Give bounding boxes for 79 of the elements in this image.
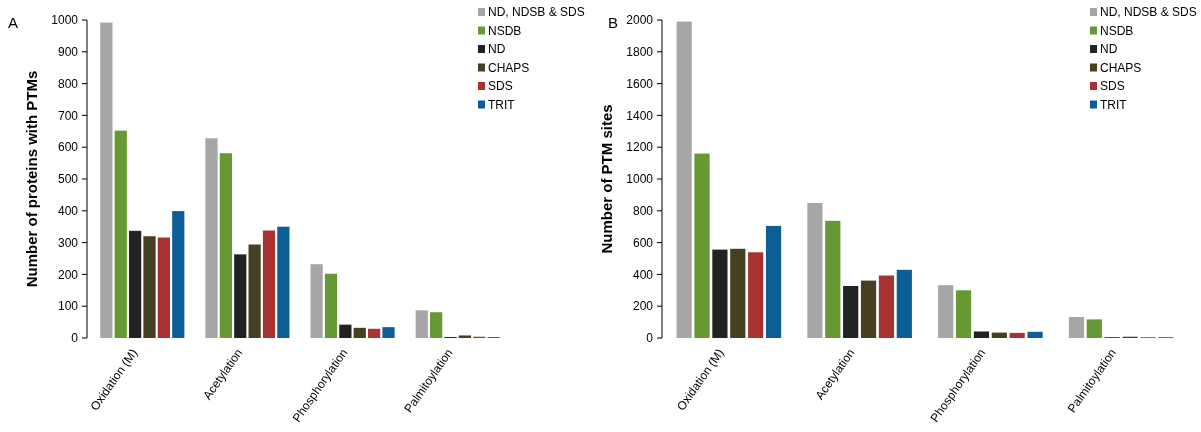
bar [310,264,323,338]
bar [1086,319,1102,338]
y-tick-label: 1400 [626,108,654,123]
y-axis-title: Number of proteins with PTMs [23,70,40,288]
bar [415,310,428,338]
bar [248,244,261,338]
bar [129,230,142,338]
legend-label: TRIT [1100,97,1128,112]
bar [172,211,185,338]
legend-label: SDS [1100,79,1125,94]
bar [234,254,247,338]
bar [748,252,764,338]
y-tick-label: 800 [57,76,79,91]
y-tick-label: 300 [57,235,79,250]
bar [1009,332,1025,338]
bar [991,332,1007,338]
legend-label: CHAPS [488,60,530,75]
y-tick-label: 100 [57,299,79,314]
bar [825,220,841,338]
y-tick-label: 500 [57,172,79,187]
y-tick-label: 200 [57,267,79,282]
y-tick-label: 1000 [51,13,79,28]
y-tick-label: 600 [632,235,654,250]
bar [676,21,692,338]
legend-label: ND [488,42,506,57]
y-axis-title: Number of PTM sites [598,104,615,254]
bar [324,273,338,338]
bar [339,324,352,338]
bar [430,312,443,338]
legend-label: NSDB [488,23,522,38]
bar [277,226,290,338]
chart-title: A [8,14,19,31]
bar [843,286,859,338]
legend-label: SDS [488,79,513,94]
bar [458,335,471,338]
y-tick-label: 0 [71,331,79,346]
legend-label: NSDB [1100,23,1134,38]
legend-label: CHAPS [1100,60,1142,75]
bar [973,331,990,338]
bar [896,269,912,338]
y-tick-label: 1200 [626,140,654,155]
legend-label: ND, NDSB & SDS [1100,5,1197,20]
bar [807,203,823,338]
legend-label: TRIT [488,97,516,112]
y-tick-label: 600 [57,140,79,155]
y-tick-label: 900 [57,45,79,59]
bar [860,280,877,338]
y-tick-label: 1600 [626,76,654,91]
bar [143,236,156,338]
bar [730,248,746,338]
legend-label: ND [1100,42,1118,57]
bar [765,225,782,338]
bar [100,22,113,338]
bar [219,153,232,338]
bar [955,290,972,338]
bar [694,153,710,338]
chart-title: B [608,14,619,31]
legend-label: ND, NDSB & SDS [488,5,585,20]
y-tick-label: 2000 [626,13,654,28]
bar [712,249,728,338]
bar [262,230,276,338]
bar [114,130,127,338]
y-tick-label: 700 [57,108,79,123]
y-tick-label: 400 [57,204,79,218]
y-tick-label: 1800 [626,45,654,59]
bar [938,285,954,338]
bar [368,328,381,338]
y-tick-label: 0 [646,331,654,346]
y-tick-label: 1000 [626,172,654,187]
bar [353,327,366,338]
bar [1027,331,1043,338]
bar [382,327,395,338]
y-tick-label: 400 [632,267,654,282]
y-tick-label: 800 [632,204,654,218]
bar [157,237,170,338]
y-tick-label: 200 [632,299,654,314]
bar [1068,317,1085,338]
bar [205,138,218,338]
bar [878,275,895,338]
